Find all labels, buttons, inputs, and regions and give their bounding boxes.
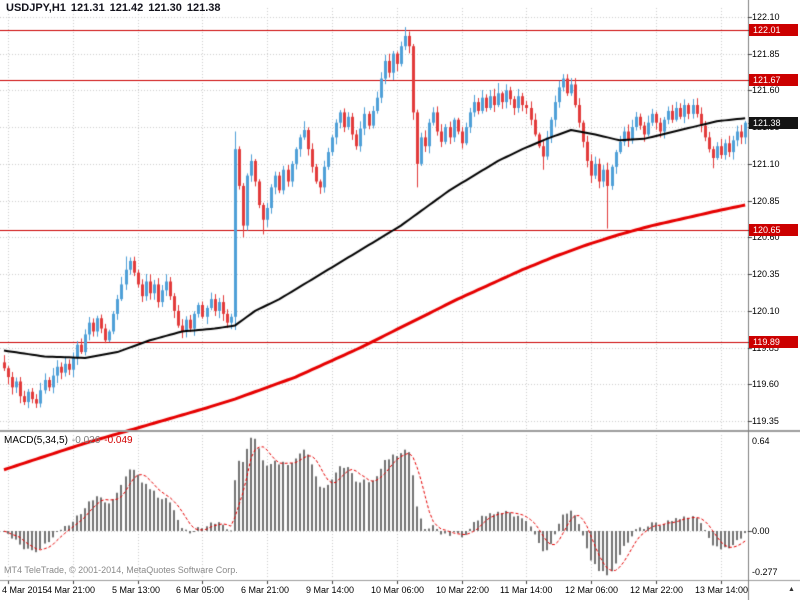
hline-price-label: 120.65 [749, 224, 798, 236]
price-tick-label: 120.35 [752, 269, 780, 279]
time-tick-label: 6 Mar 05:00 [176, 585, 225, 595]
macd-indicator-label: MACD(5,34,5) -0.026 -0.049 [4, 435, 137, 446]
price-tick-label: 120.85 [752, 196, 780, 206]
time-tick-label: 4 Mar 2015 [2, 585, 48, 595]
quote-high: 121.42 [109, 2, 144, 14]
price-tick-label: 120.60 [752, 232, 780, 242]
copyright-watermark: MT4 TeleTrade, © 2001-2014, MetaQuotes S… [4, 565, 238, 575]
macd-main-value: -0.026 [71, 435, 101, 446]
bid-price-label: 121.38 [749, 117, 798, 129]
time-tick-label: 4 Mar 21:00 [47, 585, 96, 595]
symbol-period-label: USDJPY,H1 [6, 2, 66, 14]
macd-name: MACD(5,34,5) [4, 435, 68, 446]
time-tick-label: 9 Mar 14:00 [306, 585, 355, 595]
time-tick-label: 12 Mar 22:00 [630, 585, 684, 595]
chart-quote-line: USDJPY,H1 121.31 121.42 121.30 121.38 [6, 2, 226, 14]
price-tick-label: 121.85 [752, 49, 780, 59]
time-tick-label: 12 Mar 06:00 [565, 585, 619, 595]
time-tick-label: 5 Mar 13:00 [112, 585, 161, 595]
time-tick-label: 10 Mar 22:00 [436, 585, 490, 595]
price-tick-label: 119.85 [752, 343, 779, 353]
hline-price-label: 122.01 [749, 24, 798, 36]
price-tick-label: 121.60 [752, 85, 780, 95]
hline-price-label: 121.67 [749, 74, 798, 86]
quote-close: 121.38 [186, 2, 221, 14]
quote-low: 121.30 [148, 2, 182, 14]
scroll-end-indicator[interactable]: ▲ [788, 586, 795, 593]
time-tick-label: 6 Mar 21:00 [241, 585, 290, 595]
hline-price-label: 119.89 [749, 336, 798, 348]
time-tick-label: 10 Mar 06:00 [371, 585, 425, 595]
price-tick-label: 121.10 [752, 159, 780, 169]
quote-open: 121.31 [70, 2, 105, 14]
price-tick-label: 122.10 [752, 12, 780, 22]
macd-signal-value: -0.049 [104, 435, 133, 446]
price-tick-label: 119.60 [752, 379, 779, 389]
macd-zero-label: 0.00 [752, 526, 770, 536]
macd-max-label: 0.64 [752, 436, 770, 446]
price-tick-label: 119.35 [752, 416, 779, 426]
price-tick-label: 120.10 [752, 306, 780, 316]
time-tick-label: 11 Mar 14:00 [500, 585, 553, 595]
time-tick-label: 13 Mar 14:00 [695, 585, 749, 595]
macd-min-label: -0.277 [752, 567, 778, 577]
